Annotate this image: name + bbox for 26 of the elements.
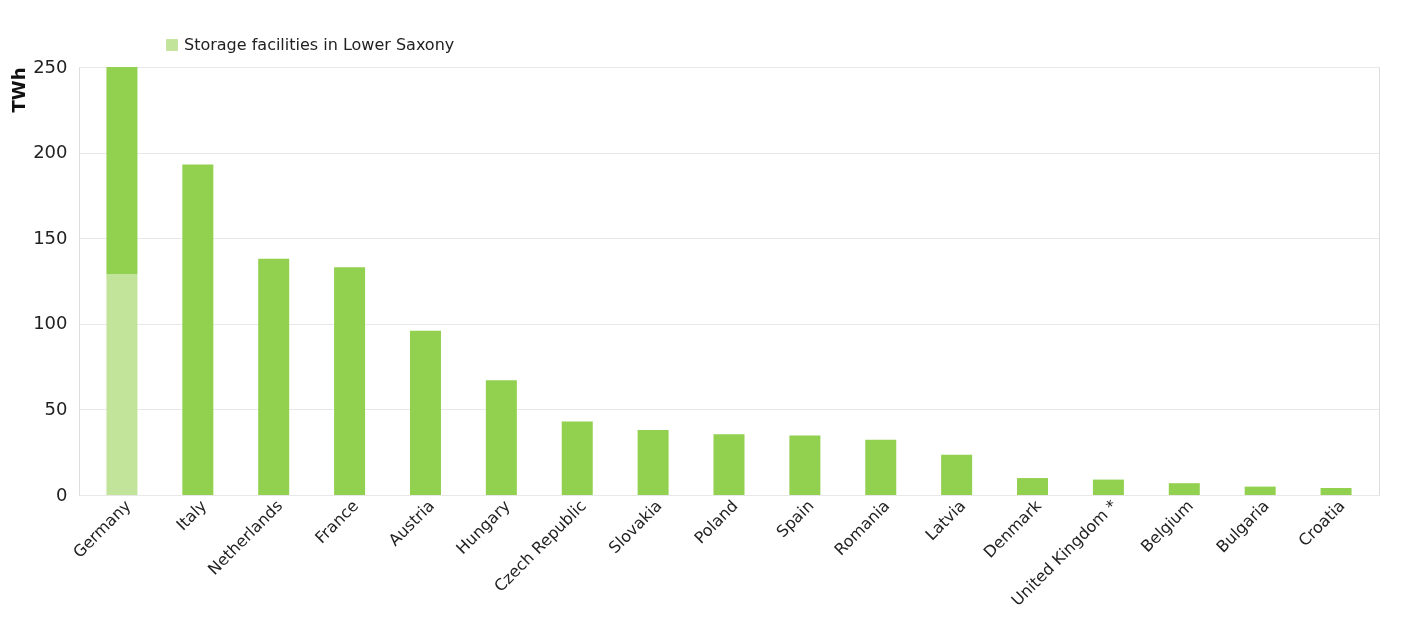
y-tick-label: 0: [56, 483, 68, 505]
bar: [258, 258, 290, 495]
legend-label: Storage facilities in Lower Saxony: [184, 35, 455, 54]
bar: [1168, 483, 1200, 495]
bar: [789, 435, 821, 495]
y-tick-label: 50: [44, 397, 68, 419]
bar: [1017, 478, 1049, 495]
y-tick-label: 150: [33, 226, 68, 248]
bar: [865, 439, 897, 495]
y-axis-title: TWh: [8, 67, 30, 113]
bar: [637, 429, 669, 495]
bar: [713, 434, 745, 495]
bar: [409, 330, 441, 495]
bar: [1320, 487, 1352, 495]
bar: [1092, 479, 1124, 495]
y-tick-label: 250: [33, 55, 68, 77]
y-tick-label: 100: [33, 312, 68, 334]
bar: [182, 164, 214, 495]
bar: [334, 267, 366, 495]
bar: [106, 67, 138, 275]
bar: [485, 380, 517, 495]
bar: [1244, 486, 1276, 495]
bar: [561, 421, 593, 495]
y-tick-label: 200: [33, 141, 68, 163]
bar: [106, 274, 138, 495]
bar: [941, 454, 973, 495]
